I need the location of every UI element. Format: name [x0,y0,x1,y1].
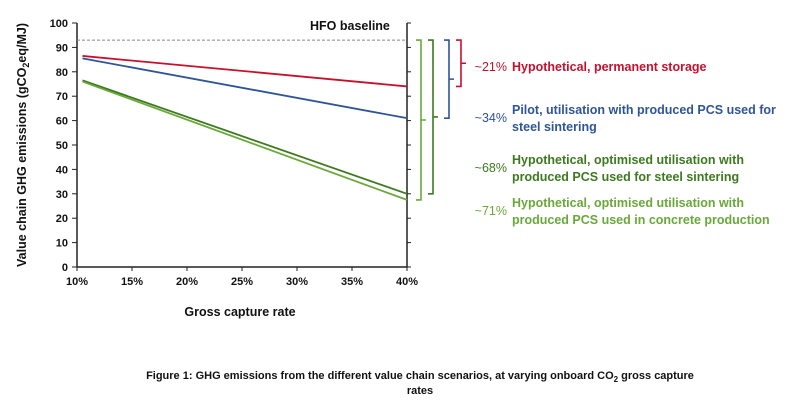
x-tick-label: 30% [286,276,308,288]
series-label: produced PCS used for steel sintering [512,170,739,184]
reduction-percent: ~71% [475,204,507,218]
reduction-percent: ~68% [475,161,507,175]
y-tick-label: 20 [56,213,68,225]
reduction-bracket [416,39,426,201]
y-axis-title: Value chain GHG emissions (gCO2eq/MJ) [15,23,31,267]
x-tick-label: 20% [176,276,198,288]
baseline-label: HFO baseline [310,19,390,33]
x-axis-title: Gross capture rate [184,305,295,319]
x-tick-label: 40% [396,276,418,288]
x-tick-label: 10% [66,276,88,288]
y-tick-label: 100 [50,18,68,30]
y-tick-label: 70 [56,91,68,103]
x-tick-label: 15% [121,276,143,288]
series-label: Hypothetical, permanent storage [512,60,707,74]
y-tick-label: 40 [56,164,68,176]
reduction-brackets [416,39,466,201]
y-tick-label: 80 [56,67,68,79]
series-label: Pilot, utilisation with produced PCS use… [512,103,776,117]
y-tick-label: 50 [56,140,68,152]
reduction-percent: ~34% [475,111,507,125]
y-tick-label: 0 [62,262,68,274]
x-tick-label: 35% [341,276,363,288]
series-label: produced PCS used in concrete production [512,213,770,227]
series-line [82,57,408,120]
series-line [82,80,408,201]
reduction-bracket [444,39,454,119]
reduction-bracket [456,39,466,88]
series-label: Hypothetical, optimised utilisation with [512,153,744,167]
figure-caption-line2: rates [407,385,433,397]
series-lines [82,55,408,201]
axes: 0 10 20 30 40 50 60 70 80 90 100 10% 15% 20% 25% 30% 35%… [50,18,419,288]
figure-caption-line1: Figure 1: GHG emissions from the differe… [146,370,694,384]
y-tick-label: 10 [56,238,68,250]
series-label: Hypothetical, optimised utilisation with [512,196,744,210]
series-labels: ~21% Hypothetical, permanent storage ~34% P… [475,60,776,227]
series-label: steel sintering [512,120,597,134]
reduction-percent: ~21% [475,60,507,74]
y-tick-label: 30 [56,189,68,201]
reduction-bracket [428,39,438,195]
series-line [82,79,408,195]
y-tick-label: 90 [56,42,68,54]
y-tick-label: 60 [56,116,68,128]
x-tick-label: 25% [231,276,253,288]
series-line [82,55,408,88]
